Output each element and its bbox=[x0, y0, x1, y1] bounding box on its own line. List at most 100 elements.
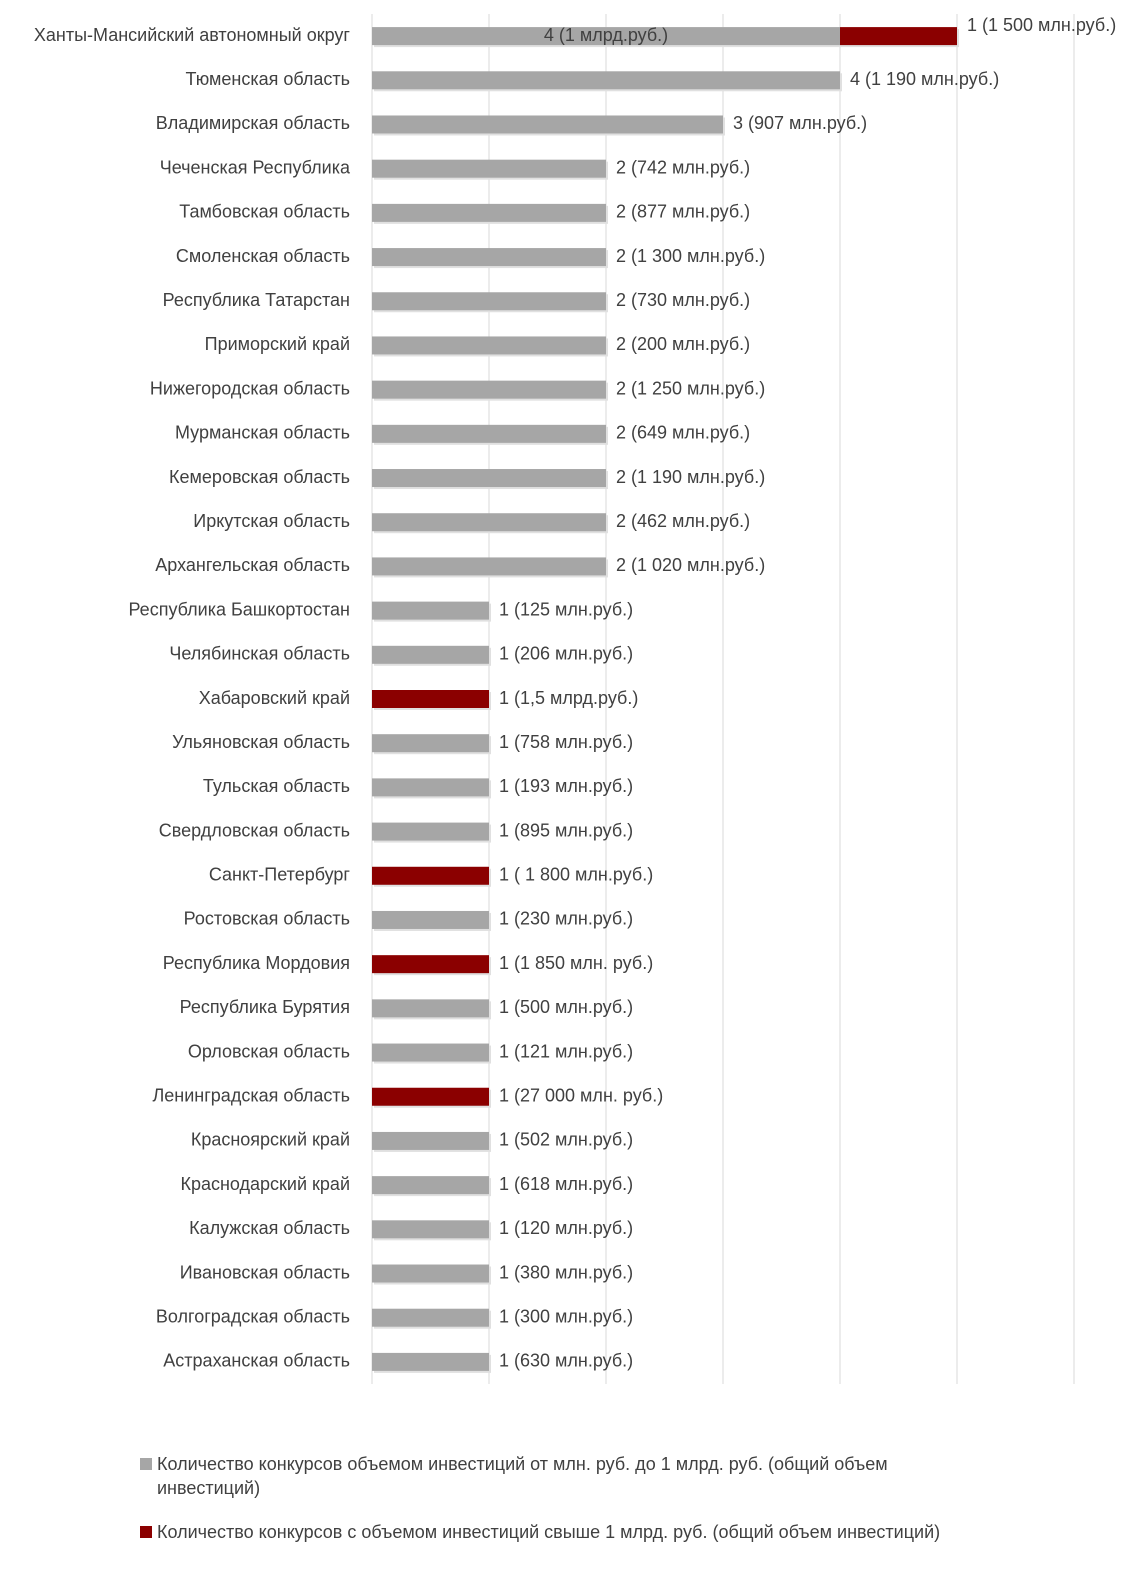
bar bbox=[372, 601, 489, 620]
bar bbox=[372, 336, 606, 355]
y-tick-label: Ленинградская область bbox=[152, 1085, 350, 1105]
y-tick-label: Смоленская область bbox=[176, 246, 350, 266]
bar bbox=[372, 734, 489, 753]
data-label: 1 (206 млн.руб.) bbox=[499, 644, 633, 664]
bar bbox=[840, 27, 957, 46]
bar bbox=[372, 1220, 489, 1239]
bar bbox=[372, 159, 606, 178]
data-label: 2 (1 250 млн.руб.) bbox=[616, 378, 765, 398]
bar bbox=[372, 690, 489, 708]
data-label: 2 (1 190 млн.руб.) bbox=[616, 467, 765, 487]
data-label: 2 (649 млн.руб.) bbox=[616, 423, 750, 443]
data-label: 1 (630 млн.руб.) bbox=[499, 1351, 633, 1371]
bar bbox=[372, 513, 606, 532]
y-tick-label: Орловская область bbox=[188, 1041, 350, 1061]
data-label: 1 (300 млн.руб.) bbox=[499, 1306, 633, 1326]
bar bbox=[372, 1308, 489, 1327]
bar bbox=[372, 1043, 489, 1062]
data-label: 2 (742 млн.руб.) bbox=[616, 157, 750, 177]
y-tick-label: Архангельская область bbox=[155, 555, 350, 575]
data-label: 1 (121 млн.руб.) bbox=[499, 1041, 633, 1061]
bar bbox=[372, 27, 840, 46]
bar bbox=[372, 1176, 489, 1195]
data-label: 1 (895 млн.руб.) bbox=[499, 820, 633, 840]
data-label: 1 (500 млн.руб.) bbox=[499, 997, 633, 1017]
bar bbox=[372, 1087, 489, 1106]
bar bbox=[372, 248, 606, 267]
legend-label: Количество конкурсов с объемом инвестици… bbox=[157, 1522, 941, 1542]
data-label: 1 (502 млн.руб.) bbox=[499, 1130, 633, 1150]
data-label: 1 (758 млн.руб.) bbox=[499, 732, 633, 752]
bar bbox=[372, 778, 489, 797]
chart: Ханты-Мансийский автономный округ 4 (1 мл… bbox=[34, 14, 1116, 1384]
data-label: 1 (27 000 млн. руб.) bbox=[499, 1085, 663, 1105]
y-tick-label: Хабаровский край bbox=[199, 688, 350, 708]
legend: Количество конкурсов объемом инвестиций … bbox=[140, 1452, 960, 1564]
legend-item: Количество конкурсов с объемом инвестици… bbox=[140, 1520, 960, 1544]
y-tick-label: Республика Башкортостан bbox=[128, 599, 350, 619]
data-label: 1 (380 млн.руб.) bbox=[499, 1262, 633, 1282]
y-tick-label: Нижегородская область bbox=[150, 378, 350, 398]
bar bbox=[372, 115, 723, 134]
data-label: 2 (877 млн.руб.) bbox=[616, 202, 750, 222]
y-tick-label: Тамбовская область bbox=[179, 202, 350, 222]
data-label: 2 (462 млн.руб.) bbox=[616, 511, 750, 531]
y-tick-label: Иркутская область bbox=[193, 511, 350, 531]
legend-swatch bbox=[140, 1526, 152, 1538]
y-tick-label: Калужская область bbox=[189, 1218, 350, 1238]
y-tick-label: Республика Бурятия bbox=[180, 997, 350, 1017]
data-label: 1 (618 млн.руб.) bbox=[499, 1174, 633, 1194]
bar bbox=[372, 1131, 489, 1150]
data-label: 1 (125 млн.руб.) bbox=[499, 599, 633, 619]
data-label: 4 (1 млрд.руб.) bbox=[544, 25, 668, 45]
bar bbox=[372, 292, 606, 311]
legend-item: Количество конкурсов объемом инвестиций … bbox=[140, 1452, 960, 1500]
bar bbox=[372, 557, 606, 576]
data-label: 3 (907 млн.руб.) bbox=[733, 113, 867, 133]
y-tick-label: Приморский край bbox=[205, 334, 350, 354]
y-tick-label: Волгоградская область bbox=[156, 1306, 350, 1326]
data-label: 1 ( 1 800 млн.руб.) bbox=[499, 865, 653, 885]
y-tick-label: Республика Татарстан bbox=[163, 290, 350, 310]
y-tick-label: Свердловская область bbox=[159, 820, 350, 840]
data-label: 1 (193 млн.руб.) bbox=[499, 776, 633, 796]
bar bbox=[372, 910, 489, 929]
legend-swatch bbox=[140, 1458, 152, 1470]
data-label: 2 (1 020 млн.руб.) bbox=[616, 555, 765, 575]
bar bbox=[372, 822, 489, 841]
bar bbox=[372, 645, 489, 664]
y-tick-label: Владимирская область bbox=[156, 113, 350, 133]
y-tick-label: Астраханская область bbox=[163, 1351, 350, 1371]
data-label: 1 (1 850 млн. руб.) bbox=[499, 953, 653, 973]
data-label: 1 (230 млн.руб.) bbox=[499, 909, 633, 929]
data-label: 2 (1 300 млн.руб.) bbox=[616, 246, 765, 266]
bar bbox=[372, 1264, 489, 1283]
y-tick-label: Республика Мордовия bbox=[163, 953, 350, 973]
y-tick-label: Тульская область bbox=[203, 776, 350, 796]
bar bbox=[372, 1352, 489, 1371]
y-tick-label: Ханты-Мансийский автономный округ bbox=[34, 25, 351, 45]
data-label: 1 (1,5 млрд.руб.) bbox=[499, 688, 638, 708]
legend-label: Количество конкурсов объемом инвестиций … bbox=[157, 1454, 888, 1498]
data-label: 1 (120 млн.руб.) bbox=[499, 1218, 633, 1238]
y-tick-label: Краснодарский край bbox=[180, 1174, 350, 1194]
y-tick-label: Красноярский край bbox=[191, 1130, 350, 1150]
data-label: 4 (1 190 млн.руб.) bbox=[850, 69, 999, 89]
bar bbox=[372, 469, 606, 488]
y-tick-label: Кемеровская область bbox=[169, 467, 350, 487]
bar bbox=[372, 866, 489, 885]
bar bbox=[372, 203, 606, 222]
bar bbox=[372, 71, 840, 90]
y-tick-label: Санкт-Петербург bbox=[209, 865, 351, 885]
data-label: 1 (1 500 млн.руб.) bbox=[967, 15, 1116, 35]
y-tick-label: Челябинская область bbox=[169, 644, 350, 664]
data-label: 2 (200 млн.руб.) bbox=[616, 334, 750, 354]
y-tick-label: Ивановская область bbox=[180, 1262, 350, 1282]
y-tick-label: Мурманская область bbox=[175, 423, 350, 443]
y-tick-label: Ростовская область bbox=[184, 909, 350, 929]
y-tick-label: Ульяновская область bbox=[172, 732, 350, 752]
bar bbox=[372, 424, 606, 443]
y-tick-label: Чеченская Республика bbox=[160, 157, 351, 177]
y-tick-label: Тюменская область bbox=[185, 69, 350, 89]
bar bbox=[372, 999, 489, 1018]
